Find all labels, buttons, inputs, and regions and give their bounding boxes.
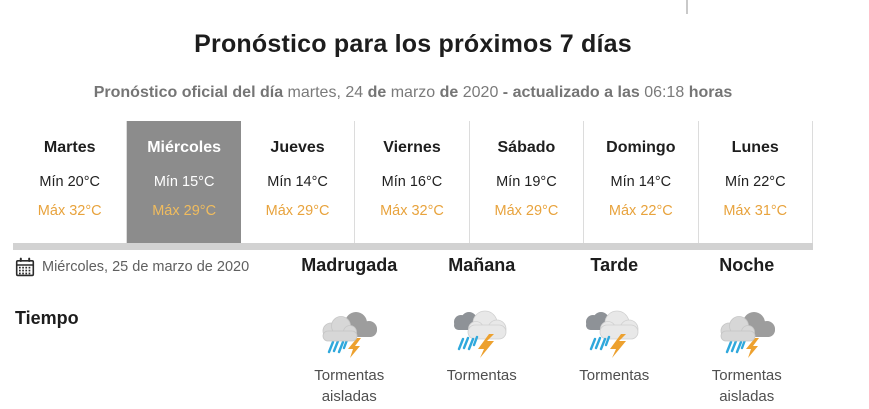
- time-of-day-headers: Madrugada Mañana Tarde Noche: [283, 255, 813, 276]
- day-max-temp: Máx 22°C: [608, 203, 673, 219]
- subtitle-hours-label: horas: [688, 84, 733, 101]
- day-tab-viernes[interactable]: Viernes Mín 16°C Máx 32°C: [355, 121, 470, 243]
- weather-condition-cells: Tormentas aisladas Tormentas: [283, 308, 813, 407]
- page-title: Pronóstico para los próximos 7 días: [194, 30, 632, 58]
- day-name: Viernes: [383, 139, 441, 156]
- day-min-temp: Mín 14°C: [267, 174, 328, 190]
- subtitle-year: 2020: [462, 84, 499, 101]
- column-header-madrugada: Madrugada: [301, 255, 398, 275]
- isolated-storm-icon: [720, 312, 775, 358]
- storm-icon: [453, 310, 507, 358]
- subtitle-month: marzo: [390, 84, 436, 101]
- day-name: Jueves: [270, 139, 325, 156]
- day-min-temp: Mín 19°C: [496, 174, 557, 190]
- weather-cell-noche: Tormentas aisladas: [681, 308, 814, 407]
- selected-day-date-row: Miércoles, 25 de marzo de 2020: [15, 257, 249, 277]
- day-max-temp: Máx 29°C: [152, 203, 217, 219]
- day-max-temp: Máx 32°C: [37, 203, 102, 219]
- forecast-subtitle: Pronóstico oficial del día martes, 24 de…: [13, 84, 813, 102]
- condition-label: Tormentas: [446, 367, 517, 384]
- weather-cell-madrugada: Tormentas aisladas: [283, 308, 416, 407]
- day-tab-domingo[interactable]: Domingo Mín 14°C Máx 22°C: [584, 121, 699, 243]
- subtitle-de1: de: [367, 84, 387, 101]
- day-tabs: Martes Mín 20°C Máx 32°C Miércoles Mín 1…: [13, 121, 813, 243]
- day-name: Domingo: [606, 139, 676, 156]
- storm-icon: [586, 310, 639, 358]
- day-max-temp: Máx 32°C: [380, 203, 444, 219]
- isolated-storm-icon: [322, 312, 378, 358]
- column-header-manana: Mañana: [448, 255, 516, 275]
- subtitle-updated-label: - actualizado a las: [502, 84, 640, 101]
- column-header-noche: Noche: [719, 255, 775, 275]
- day-name: Lunes: [731, 139, 779, 156]
- day-name: Miércoles: [147, 139, 222, 156]
- subtitle-de2: de: [439, 84, 459, 101]
- day-min-temp: Mín 16°C: [381, 174, 443, 190]
- condition-label: Tormentas aisladas: [711, 367, 782, 405]
- subtitle-official-label: Pronóstico oficial del día: [93, 84, 284, 101]
- day-tab-miercoles-selected[interactable]: Miércoles Mín 15°C Máx 29°C: [127, 121, 241, 243]
- selected-day-date-label: Miércoles, 25 de marzo de 2020: [42, 259, 250, 275]
- calendar-icon: [15, 257, 35, 277]
- column-header-tarde: Tarde: [590, 255, 639, 275]
- subtitle-date-day: martes, 24: [287, 84, 364, 101]
- day-tab-martes[interactable]: Martes Mín 20°C Máx 32°C: [13, 121, 128, 243]
- weather-cell-manana: Tormentas: [416, 308, 549, 407]
- weather-cell-tarde: Tormentas: [548, 308, 681, 407]
- day-tab-jueves[interactable]: Jueves Mín 14°C Máx 29°C: [240, 121, 356, 243]
- tabs-underline-bar: [13, 243, 813, 250]
- day-name: Martes: [43, 139, 96, 156]
- day-tab-lunes[interactable]: Lunes Mín 22°C Máx 31°C: [698, 121, 813, 243]
- day-min-temp: Mín 22°C: [724, 174, 786, 190]
- day-name: Sábado: [497, 139, 556, 156]
- condition-label: Tormentas: [579, 367, 650, 384]
- day-min-temp: Mín 15°C: [153, 174, 215, 190]
- day-tab-sabado[interactable]: Sábado Mín 19°C Máx 29°C: [469, 121, 585, 243]
- day-max-temp: Máx 29°C: [265, 203, 330, 219]
- subtitle-time: 06:18: [644, 84, 685, 101]
- day-max-temp: Máx 31°C: [723, 203, 788, 219]
- condition-label: Tormentas aisladas: [314, 367, 385, 405]
- weather-row-label: Tiempo: [15, 308, 79, 328]
- day-min-temp: Mín 20°C: [39, 174, 101, 190]
- top-right-divider: [686, 0, 688, 14]
- day-min-temp: Mín 14°C: [610, 174, 672, 190]
- day-max-temp: Máx 29°C: [494, 203, 559, 219]
